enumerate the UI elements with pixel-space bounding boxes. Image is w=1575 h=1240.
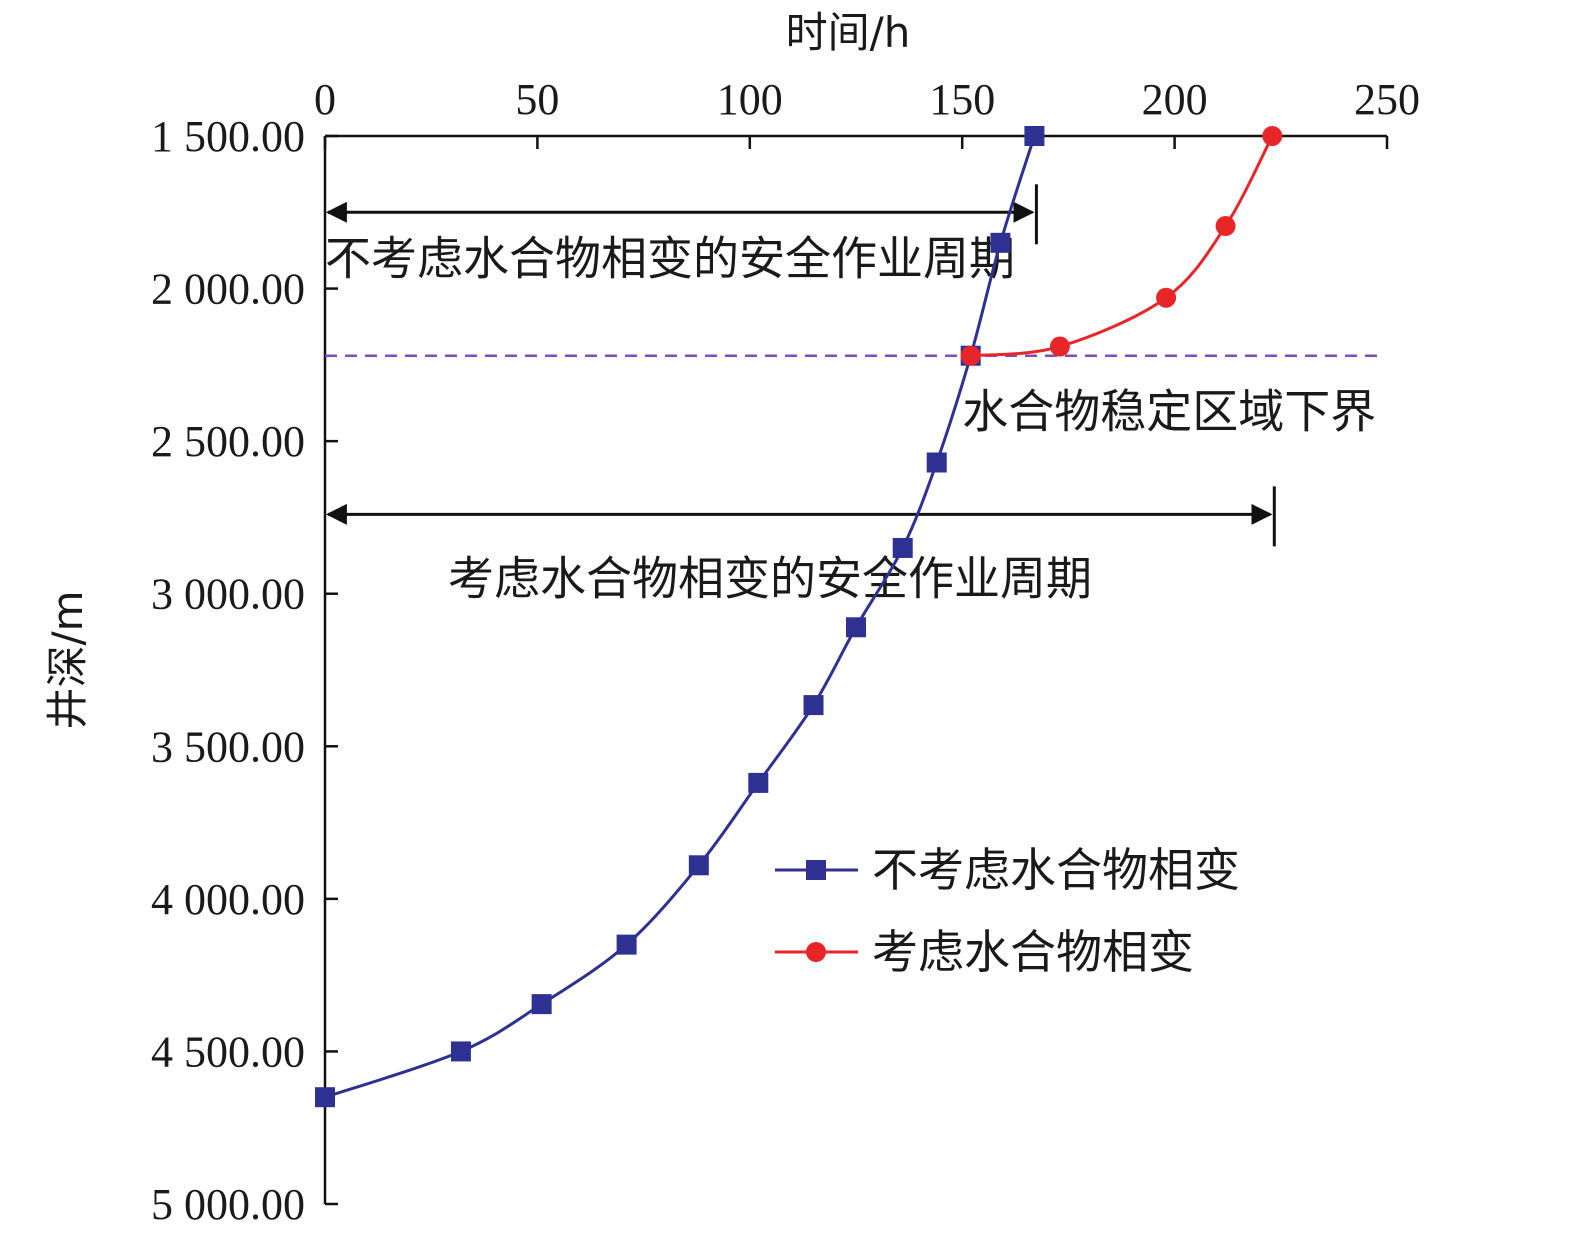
series-2-line [970, 135, 1274, 358]
x-tick-label: 50 [515, 75, 559, 124]
y-tick-label: 1 500.00 [151, 112, 305, 161]
y-tick-label: 4 000.00 [151, 875, 305, 924]
series-layer [315, 126, 1283, 1108]
period-without-annotation: 不考虑水合物相变的安全作业周期 [325, 184, 1038, 285]
legend-item-series-2: 考虑水合物相变 [775, 925, 1194, 979]
legend-marker-circle [806, 942, 826, 962]
series-2 [960, 126, 1283, 366]
data-point-square [315, 1087, 335, 1108]
x-tick-label: 150 [929, 75, 995, 124]
axes [323, 134, 1387, 1204]
y-tick-label: 2 000.00 [151, 265, 305, 314]
y-tick-label: 2 500.00 [151, 417, 305, 466]
data-point-circle [1215, 216, 1236, 237]
y-tick-label: 5 000.00 [151, 1180, 305, 1229]
legend-marker-square [806, 860, 826, 880]
data-point-square [892, 537, 913, 558]
legend: 不考虑水合物相变 考虑水合物相变 [775, 843, 1240, 979]
period-with-label: 考虑水合物相变的安全作业周期 [448, 551, 1092, 605]
data-point-square [1024, 126, 1045, 146]
period-with-annotation: 考虑水合物相变的安全作业周期 [325, 486, 1276, 605]
data-point-circle [1049, 336, 1070, 357]
data-point-circle [960, 345, 981, 366]
period-without-label: 不考虑水合物相变的安全作业周期 [325, 231, 1015, 285]
y-tick-label: 3 000.00 [151, 570, 305, 619]
y-axis-ticks: 1 500.00 2 000.00 2 500.00 3 000.00 3 500.00… [151, 112, 338, 1229]
data-point-square [450, 1041, 471, 1062]
hydrate-boundary-label: 水合物稳定区域下界 [962, 385, 1376, 439]
x-tick-label: 100 [717, 75, 783, 124]
legend-label-series-1: 不考虑水合物相变 [872, 843, 1240, 897]
legend-item-series-1: 不考虑水合物相变 [775, 843, 1240, 897]
data-point-square [688, 855, 709, 876]
y-tick-label: 4 500.00 [151, 1027, 305, 1076]
data-point-square [990, 232, 1011, 253]
data-point-circle [1156, 287, 1177, 308]
x-tick-label: 200 [1142, 75, 1208, 124]
data-point-circle [1262, 126, 1283, 146]
y-tick-label: 3 500.00 [151, 722, 305, 771]
legend-label-series-2: 考虑水合物相变 [872, 925, 1194, 979]
x-axis-ticks: 0 50 100 150 200 250 [314, 75, 1420, 149]
x-tick-label: 0 [314, 75, 336, 124]
y-axis-title: 井深/m [43, 590, 92, 729]
data-point-square [616, 934, 637, 955]
x-axis-title: 时间/h [786, 8, 911, 57]
data-point-square [748, 772, 769, 793]
x-tick-label: 250 [1354, 75, 1420, 124]
hydrate-boundary-annotation: 水合物稳定区域下界 [325, 354, 1379, 439]
data-point-square [531, 994, 552, 1015]
data-point-square [926, 452, 947, 473]
data-point-square [846, 617, 866, 638]
data-point-square [803, 695, 824, 716]
